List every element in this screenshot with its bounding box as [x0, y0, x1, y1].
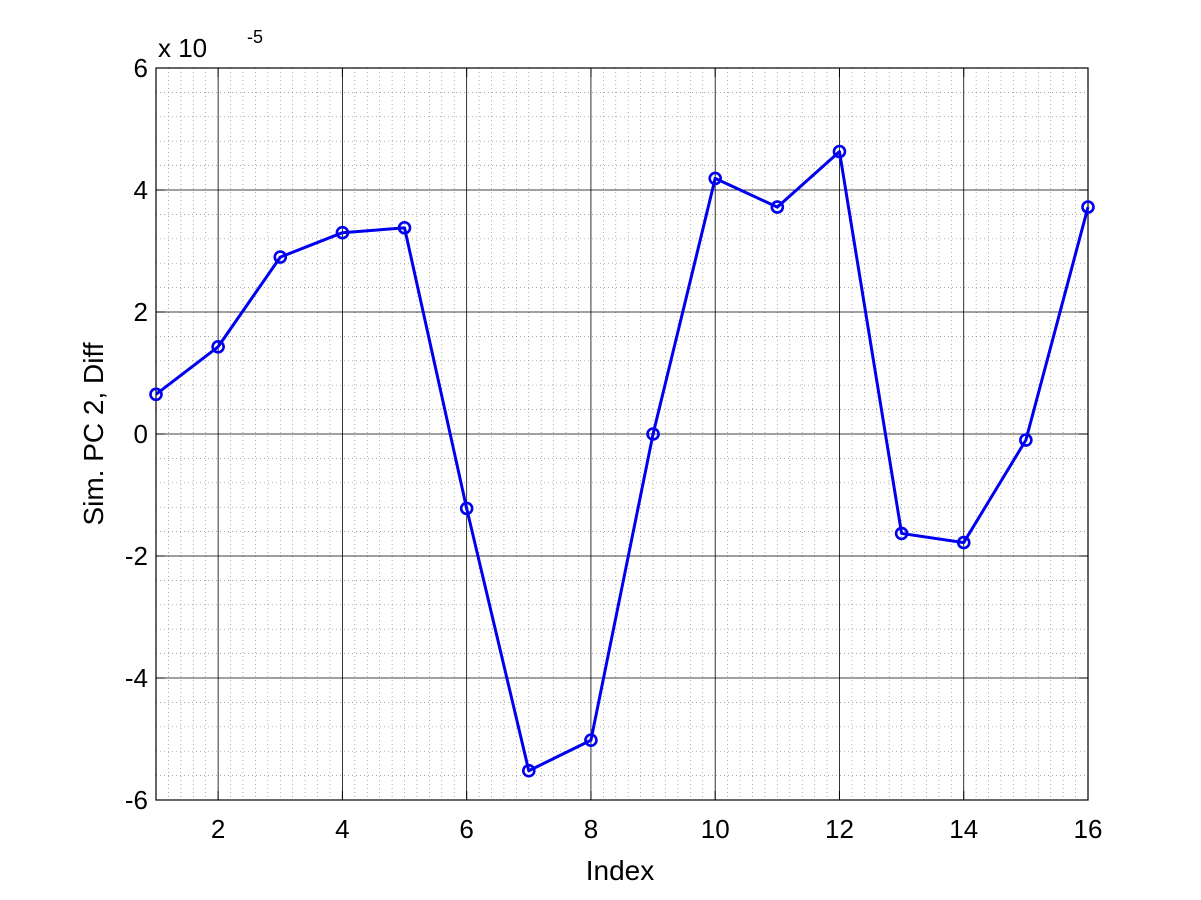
data-point: [397, 221, 412, 235]
y-exponent-base: x 10: [158, 33, 207, 63]
minor-grid: [155, 68, 1088, 800]
x-tick-label: 8: [584, 814, 598, 844]
x-tick-label: 2: [211, 814, 225, 844]
x-tick-label: 12: [825, 814, 854, 844]
data-point: [459, 501, 474, 516]
data-point: [211, 339, 225, 354]
y-axis-label: Sim. PC 2, Diff: [78, 342, 109, 525]
x-tick-label: 6: [459, 814, 473, 844]
data-point: [894, 526, 909, 541]
data-point: [521, 763, 536, 778]
x-tick-label: 14: [949, 814, 978, 844]
data-point: [1081, 200, 1095, 214]
data-point: [708, 171, 723, 186]
y-exponent-power: -5: [247, 27, 263, 47]
y-tick-label: -6: [125, 785, 148, 815]
y-tick-label: -2: [125, 541, 148, 571]
series-line: [155, 150, 1090, 773]
y-tick-label: -4: [125, 663, 148, 693]
x-tick-label: 16: [1074, 814, 1103, 844]
y-tick-label: 0: [134, 419, 148, 449]
data-point: [646, 427, 660, 441]
major-grid: [156, 67, 1089, 801]
data-point: [956, 535, 971, 550]
series-layer: [149, 144, 1095, 778]
x-tick-labels: 2 4 6 8 10 12 14 16: [211, 814, 1103, 844]
x-tick-label: 4: [335, 814, 349, 844]
data-point: [149, 387, 163, 402]
data-point: [584, 733, 598, 748]
y-tick-label: 6: [134, 53, 148, 83]
plot-frame: [155, 67, 1089, 801]
data-point: [832, 144, 847, 159]
x-tick-label: 10: [701, 814, 730, 844]
data-point: [1019, 433, 1033, 447]
y-tick-labels: -6 -4 -2 0 2 4 6: [125, 53, 148, 815]
x-axis-label: Index: [586, 855, 655, 886]
y-tick-label: 4: [134, 175, 148, 205]
data-point: [770, 200, 785, 214]
data-point: [335, 225, 350, 240]
data-point: [273, 250, 288, 264]
y-tick-label: 2: [134, 297, 148, 327]
